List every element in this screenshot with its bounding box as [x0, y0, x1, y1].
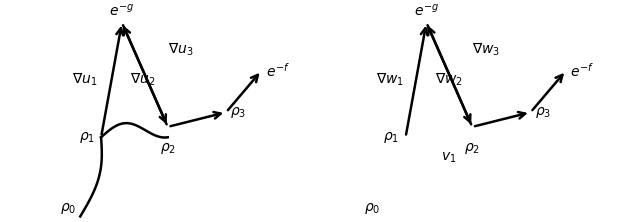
Text: $e^{-f}$: $e^{-f}$	[570, 62, 594, 79]
Text: $\rho_3$: $\rho_3$	[535, 105, 551, 120]
Text: $e^{-g}$: $e^{-g}$	[414, 2, 439, 18]
Text: $\nabla u_1$: $\nabla u_1$	[72, 70, 97, 88]
Text: $\nabla w_1$: $\nabla w_1$	[376, 70, 404, 88]
Text: $\rho_0$: $\rho_0$	[364, 201, 381, 216]
Text: $\nabla w_3$: $\nabla w_3$	[472, 41, 500, 58]
Text: $\rho_1$: $\rho_1$	[383, 130, 399, 145]
Text: $v_1$: $v_1$	[441, 151, 456, 165]
Text: $e^{-g}$: $e^{-g}$	[109, 2, 134, 18]
Text: $\rho_2$: $\rho_2$	[464, 141, 480, 157]
Text: $\rho_2$: $\rho_2$	[160, 141, 176, 157]
Text: $\nabla w_2$: $\nabla w_2$	[435, 70, 463, 88]
Text: $e^{-f}$: $e^{-f}$	[266, 62, 290, 79]
Text: $\rho_3$: $\rho_3$	[230, 105, 246, 120]
Text: $\rho_0$: $\rho_0$	[60, 201, 76, 216]
Text: $\rho_1$: $\rho_1$	[79, 130, 95, 145]
Text: $\nabla u_3$: $\nabla u_3$	[168, 41, 193, 58]
Text: $\nabla u_2$: $\nabla u_2$	[131, 70, 156, 88]
